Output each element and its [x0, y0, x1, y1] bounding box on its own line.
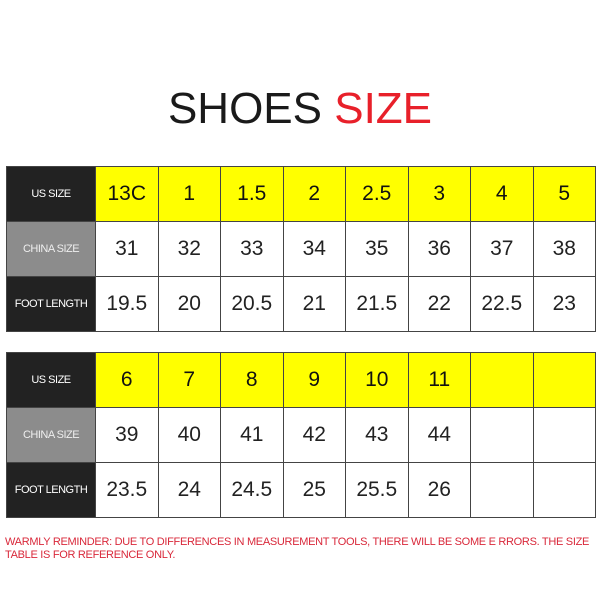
cell-us: 7: [158, 353, 221, 408]
cell-foot: 25: [283, 463, 346, 518]
cell-us: 6: [96, 353, 159, 408]
cell-china: 44: [408, 408, 471, 463]
title-shoes: SHOES: [167, 84, 335, 133]
cell-foot: [471, 463, 534, 518]
cell-us: 13C: [96, 167, 159, 222]
cell-china: 34: [283, 222, 346, 277]
cell-us: 3: [408, 167, 471, 222]
cell-china: 39: [96, 408, 159, 463]
row-label-foot: FOOT LENGTH: [7, 277, 96, 332]
cell-china: 41: [221, 408, 284, 463]
cell-foot: 23: [533, 277, 596, 332]
cell-foot: 24: [158, 463, 221, 518]
cell-us: 1.5: [221, 167, 284, 222]
cell-foot: 21: [283, 277, 346, 332]
cell-us: [533, 353, 596, 408]
row-label-china: CHINA SIZE: [7, 222, 96, 277]
cell-china: [533, 408, 596, 463]
title-size: SIZE: [334, 84, 433, 133]
row-label-us: US SIZE: [7, 167, 96, 222]
cell-us: 4: [471, 167, 534, 222]
cell-china: 36: [408, 222, 471, 277]
cell-foot: 20: [158, 277, 221, 332]
cell-us: 1: [158, 167, 221, 222]
cell-us: 2: [283, 167, 346, 222]
row-label-china: CHINA SIZE: [7, 408, 96, 463]
page-title: SHOES SIZE: [0, 84, 600, 134]
cell-foot: 23.5: [96, 463, 159, 518]
cell-china: [471, 408, 534, 463]
cell-china: 31: [96, 222, 159, 277]
cell-china: 32: [158, 222, 221, 277]
cell-us: 2.5: [346, 167, 409, 222]
cell-china: 33: [221, 222, 284, 277]
reminder-note: WARMLY REMINDER: DUE TO DIFFERENCES IN M…: [5, 536, 590, 561]
cell-foot: 26: [408, 463, 471, 518]
cell-china: 40: [158, 408, 221, 463]
cell-foot: 22: [408, 277, 471, 332]
cell-us: [471, 353, 534, 408]
cell-foot: 25.5: [346, 463, 409, 518]
cell-us: 8: [221, 353, 284, 408]
cell-china: 38: [533, 222, 596, 277]
cell-china: 35: [346, 222, 409, 277]
cell-foot: [533, 463, 596, 518]
cell-foot: 19.5: [96, 277, 159, 332]
cell-us: 5: [533, 167, 596, 222]
size-table-1: US SIZE 13C 1 1.5 2 2.5 3 4 5 CHINA SIZE 31 32 33 34 3…: [6, 166, 596, 332]
size-table-2: US SIZE 6 7 8 9 10 11 CHINA SIZE 39 40 41 42 43 44 FOO…: [6, 352, 596, 518]
cell-china: 42: [283, 408, 346, 463]
cell-us: 11: [408, 353, 471, 408]
row-label-foot: FOOT LENGTH: [7, 463, 96, 518]
cell-us: 9: [283, 353, 346, 408]
cell-foot: 22.5: [471, 277, 534, 332]
cell-foot: 20.5: [221, 277, 284, 332]
cell-foot: 21.5: [346, 277, 409, 332]
row-label-us: US SIZE: [7, 353, 96, 408]
cell-foot: 24.5: [221, 463, 284, 518]
cell-china: 37: [471, 222, 534, 277]
cell-us: 10: [346, 353, 409, 408]
cell-china: 43: [346, 408, 409, 463]
